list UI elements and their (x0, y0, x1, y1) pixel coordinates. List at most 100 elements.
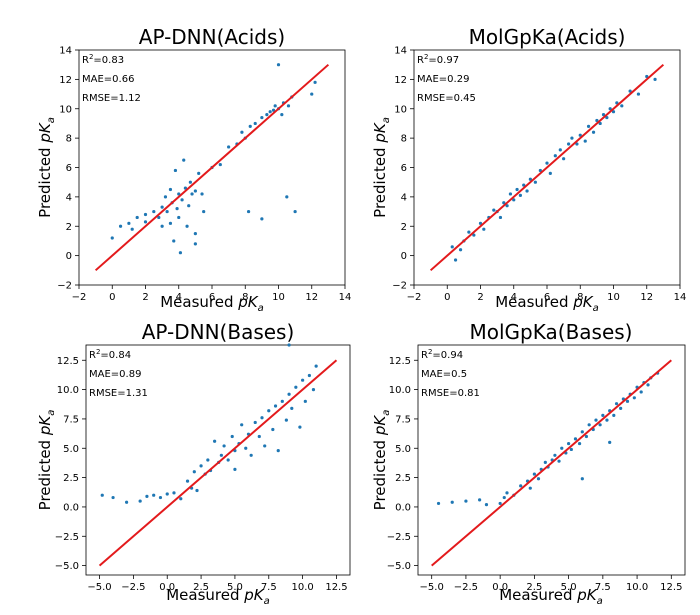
data-point (553, 453, 557, 457)
x-tick-label: −2.5 (454, 582, 478, 593)
data-point (591, 130, 596, 134)
data-point (230, 434, 234, 439)
data-point (168, 187, 173, 192)
data-point (249, 453, 253, 457)
x-tick-label: 4 (176, 292, 182, 303)
x-tick-label: 10.0 (626, 582, 648, 593)
data-point (628, 89, 632, 93)
data-point (533, 180, 537, 184)
data-point (575, 142, 579, 146)
x-tick-label: 12 (640, 292, 653, 303)
data-point (253, 420, 257, 425)
data-point (583, 139, 587, 143)
y-tick-label: 2 (401, 222, 407, 233)
data-point (240, 130, 244, 134)
mae-annotation: MAE=0.89 (89, 369, 141, 380)
data-point (190, 192, 194, 196)
data-point (100, 493, 104, 497)
y-tick-label: −5.0 (387, 561, 411, 572)
data-point (290, 406, 294, 410)
y-axis-label: Predicted pKa (36, 117, 57, 218)
subplot-1: MolGpKa(Acids) −2−2 0 0 2 2 4 4 6 6 8 8 10 10 12 12 14 14… (371, 25, 686, 314)
y-axis-label: Predicted pKa (36, 410, 57, 511)
r2-annotation: R2=0.97 (417, 53, 459, 66)
data-point (601, 113, 606, 117)
data-point (620, 104, 624, 108)
data-point (145, 494, 149, 498)
data-point (280, 113, 284, 117)
data-point (598, 121, 602, 126)
y-tick-label: 12 (394, 75, 407, 86)
data-point (538, 168, 542, 173)
chart-title: MolGpKa(Acids) (469, 25, 626, 49)
data-point (646, 383, 650, 387)
x-tick-label: 2 (142, 292, 148, 303)
y-tick-label: 8 (66, 134, 72, 145)
data-point (213, 439, 217, 443)
data-point (528, 486, 532, 490)
y-tick-label: 4 (401, 192, 407, 203)
data-point (118, 224, 123, 228)
y-tick-label: 14 (59, 46, 72, 57)
data-point (177, 215, 181, 220)
data-point (280, 399, 284, 403)
data-point (193, 189, 197, 193)
x-tick-label: 12.5 (325, 582, 347, 593)
data-point (492, 208, 496, 212)
fit-line (98, 359, 338, 567)
data-point (553, 154, 557, 158)
data-point (608, 440, 612, 444)
x-tick-label: 6 (209, 292, 215, 303)
data-point (179, 497, 183, 501)
data-point (286, 104, 291, 108)
data-point (160, 205, 164, 209)
x-tick-label: 0 (109, 292, 115, 303)
data-point (615, 101, 619, 105)
data-point (222, 444, 226, 448)
data-point (467, 230, 471, 234)
y-tick-label: 5.0 (395, 444, 411, 455)
data-point (177, 192, 181, 196)
y-tick-label: 2.5 (395, 473, 411, 484)
x-tick-label: 14 (674, 292, 687, 303)
y-tick-label: 7.5 (63, 414, 79, 425)
data-point (233, 467, 237, 471)
data-point (528, 177, 532, 181)
data-point (608, 107, 612, 111)
y-tick-label: −2 (392, 281, 407, 292)
data-point (567, 142, 571, 146)
data-point (458, 248, 463, 252)
data-point (313, 80, 317, 84)
y-tick-label: 12.5 (57, 356, 79, 367)
x-axis-label: Measured pKa (160, 293, 264, 314)
x-axis-label: Measured pKa (495, 293, 599, 314)
data-point (163, 195, 168, 199)
y-tick-label: 0.0 (63, 502, 79, 513)
mae-annotation: MAE=0.29 (417, 74, 469, 85)
data-point (586, 124, 591, 128)
data-point (502, 201, 506, 205)
data-point (619, 406, 623, 410)
data-point (187, 204, 191, 208)
y-tick-label: −2.5 (55, 532, 79, 543)
y-tick-label: 0.0 (395, 502, 411, 513)
data-point (478, 221, 483, 225)
x-tick-label: 12.5 (660, 582, 682, 593)
data-point (293, 209, 297, 214)
subplot-0: AP-DNN(Acids) −2−2 0 0 2 2 4 4 6 6 8 8 10 10 12 12 14 14 M… (36, 25, 351, 314)
data-point (165, 492, 169, 496)
data-point (125, 500, 129, 504)
data-point (135, 215, 139, 220)
plot-frame (417, 344, 686, 576)
y-tick-label: 14 (394, 46, 407, 57)
data-point (111, 495, 115, 500)
y-tick-label: 10.0 (57, 385, 79, 396)
data-point (240, 423, 244, 427)
data-point (185, 224, 189, 228)
y-tick-label: 12.5 (389, 356, 411, 367)
data-point (178, 251, 183, 255)
data-point (577, 441, 582, 446)
data-point (200, 192, 204, 196)
x-tick-label: −2.5 (121, 582, 145, 593)
data-point (567, 441, 571, 446)
